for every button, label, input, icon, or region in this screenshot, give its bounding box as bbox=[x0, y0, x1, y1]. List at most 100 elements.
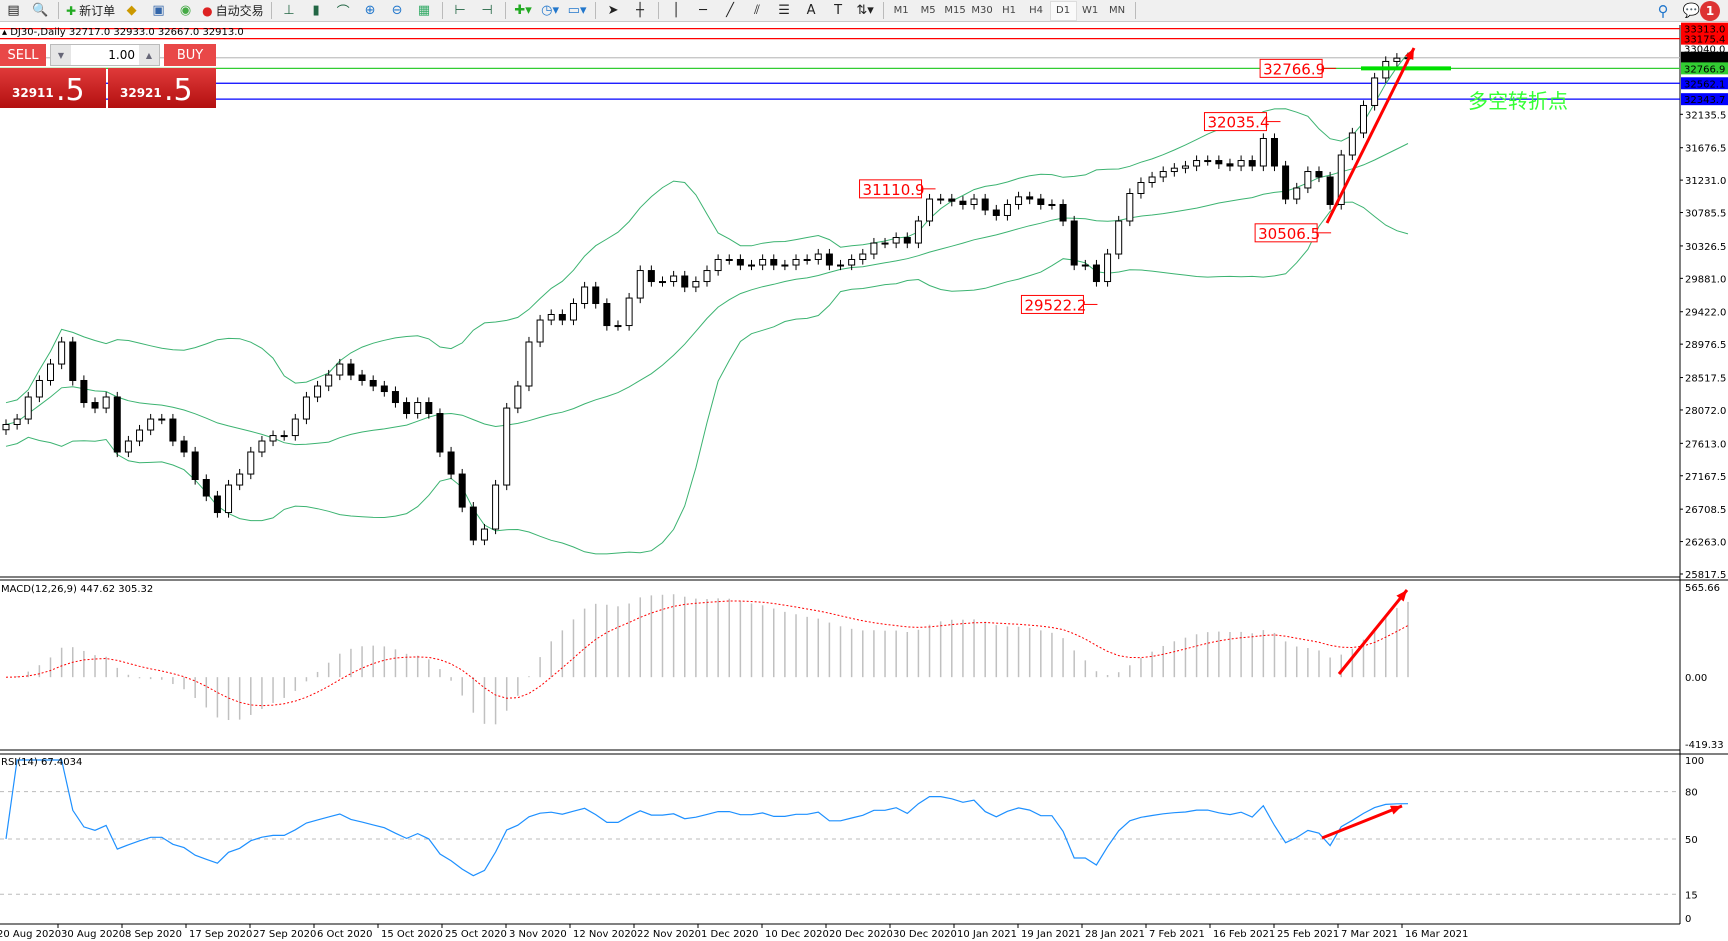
autoscroll-icon[interactable]: ⊣ bbox=[481, 3, 493, 18]
date-label: 20 Aug 2020 bbox=[0, 929, 61, 940]
vertical-line-icon[interactable]: │ bbox=[672, 3, 680, 18]
candle-body bbox=[1393, 57, 1401, 62]
candle bbox=[136, 424, 144, 447]
cursor-icon[interactable]: ➤ bbox=[607, 3, 619, 18]
chart-shift-icon[interactable]: ⊢ bbox=[454, 3, 466, 18]
candle bbox=[2, 419, 10, 435]
terminal-icon[interactable]: ▣ bbox=[152, 3, 165, 18]
indicators-icon[interactable]: ✚▾ bbox=[514, 3, 532, 18]
date-label: 19 Jan 2021 bbox=[1021, 929, 1081, 940]
collapse-icon[interactable]: ▴ bbox=[2, 27, 11, 38]
new-order-button[interactable]: ✚ 新订单 bbox=[63, 1, 118, 21]
timeframe-d1[interactable]: D1 bbox=[1049, 0, 1077, 21]
candle bbox=[837, 259, 845, 271]
buy-price-button[interactable]: 32921 .5 bbox=[108, 68, 216, 108]
signals-icon[interactable]: ◉ bbox=[179, 3, 192, 18]
candle bbox=[1259, 133, 1267, 172]
zoom-out-icon[interactable]: ⊖ bbox=[391, 3, 403, 18]
price-level-tag bbox=[1681, 32, 1728, 45]
candle-body bbox=[670, 275, 678, 283]
bollinger-middle-band bbox=[5, 143, 1409, 446]
price-level-label: 32913.0 bbox=[1684, 54, 1725, 65]
timeframe-mn[interactable]: MN bbox=[1109, 5, 1126, 16]
lot-decrease-button[interactable]: ▼ bbox=[51, 45, 71, 65]
lot-size-value[interactable]: 1.00 bbox=[108, 48, 135, 62]
arrows-icon[interactable]: ⇅▾ bbox=[856, 3, 874, 18]
text-icon[interactable]: A bbox=[806, 3, 816, 18]
timeframe-w1[interactable]: W1 bbox=[1081, 5, 1099, 16]
sell-button[interactable]: SELL bbox=[0, 44, 46, 66]
timeframe-m1[interactable]: M1 bbox=[893, 5, 909, 16]
candle-body bbox=[1037, 198, 1045, 205]
lot-size-field[interactable]: ▼ 1.00 ▲ bbox=[50, 44, 160, 66]
date-label: 25 Oct 2020 bbox=[445, 929, 507, 940]
navigator-icon[interactable]: 🔍 bbox=[32, 3, 49, 18]
templates-icon[interactable]: ▭▾ bbox=[567, 3, 587, 18]
metaeditor-icon[interactable]: ◆ bbox=[126, 3, 137, 18]
crosshair-icon[interactable]: ┼ bbox=[636, 3, 644, 18]
trendline-icon[interactable]: ╱ bbox=[726, 3, 734, 18]
toolbar-separator bbox=[58, 2, 59, 19]
auto-trading-button[interactable]: ● 自动交易 bbox=[199, 1, 267, 21]
timeframe-h4[interactable]: H4 bbox=[1029, 5, 1044, 16]
timeframe-m5[interactable]: M5 bbox=[920, 5, 936, 16]
candle bbox=[180, 435, 188, 458]
rsi-tick-label: 15 bbox=[1685, 890, 1698, 901]
candle-body bbox=[35, 379, 43, 398]
timeframe-m30[interactable]: M30 bbox=[971, 5, 993, 16]
candle bbox=[269, 430, 277, 447]
candle bbox=[469, 501, 477, 546]
zoom-in-icon[interactable]: ⊕ bbox=[364, 3, 376, 18]
date-label: 22 Nov 2020 bbox=[637, 929, 701, 940]
candle bbox=[592, 281, 600, 309]
macd-tick-label: 565.66 bbox=[1685, 583, 1720, 594]
candle-body bbox=[1070, 220, 1078, 266]
candle bbox=[892, 232, 900, 249]
candle-body bbox=[658, 281, 666, 284]
date-label: 10 Dec 2020 bbox=[765, 929, 829, 940]
equidistant-channel-icon[interactable]: ⫽ bbox=[754, 3, 760, 18]
candle bbox=[1026, 191, 1034, 205]
notifications-button[interactable]: 💬 1 bbox=[1683, 1, 1720, 21]
candle bbox=[781, 259, 789, 271]
timeframe-h1[interactable]: H1 bbox=[1002, 5, 1017, 16]
lot-increase-button[interactable]: ▲ bbox=[139, 45, 159, 65]
text-label-icon[interactable]: T bbox=[834, 3, 843, 18]
tile-windows-icon[interactable]: ▦ bbox=[417, 3, 431, 18]
candle-body bbox=[436, 413, 444, 453]
candle-body bbox=[147, 418, 155, 431]
candle bbox=[302, 391, 310, 425]
bar-chart-icon[interactable]: ⊥ bbox=[283, 3, 295, 18]
candle-body bbox=[803, 258, 811, 261]
new-chart-icon[interactable]: ▤ bbox=[7, 3, 20, 18]
candle bbox=[1048, 199, 1056, 210]
chat-bubble-icon: 💬 bbox=[1682, 3, 1700, 19]
toolbar-separator bbox=[504, 2, 506, 19]
bollinger-lower-band bbox=[5, 201, 1409, 555]
candle bbox=[336, 358, 344, 381]
candle bbox=[1337, 149, 1345, 210]
candle bbox=[191, 446, 199, 485]
candle-body bbox=[759, 258, 767, 266]
candle bbox=[681, 270, 689, 293]
candle bbox=[825, 248, 833, 271]
price-level-tag bbox=[1681, 51, 1728, 64]
fibonacci-icon[interactable]: ☰ bbox=[778, 3, 790, 18]
timeframe-m15[interactable]: M15 bbox=[944, 5, 966, 16]
candle-body bbox=[514, 385, 522, 409]
sell-price-button[interactable]: 32911 .5 bbox=[0, 68, 106, 108]
candle-body bbox=[236, 473, 244, 486]
periods-icon[interactable]: ◷▾ bbox=[541, 3, 560, 18]
search-icon[interactable]: ⚲ bbox=[1657, 2, 1669, 20]
candle bbox=[1359, 100, 1367, 139]
candle bbox=[113, 391, 121, 458]
horizontal-line-icon[interactable]: ─ bbox=[699, 3, 707, 18]
buy-button[interactable]: BUY bbox=[164, 44, 216, 66]
candle-body bbox=[480, 528, 488, 541]
rsi-tick-label: 50 bbox=[1685, 835, 1698, 846]
candle bbox=[24, 391, 32, 425]
candle-body bbox=[581, 286, 589, 305]
line-chart-icon[interactable]: ⌒ bbox=[336, 5, 350, 20]
candlestick-icon[interactable]: ▮ bbox=[312, 3, 320, 18]
